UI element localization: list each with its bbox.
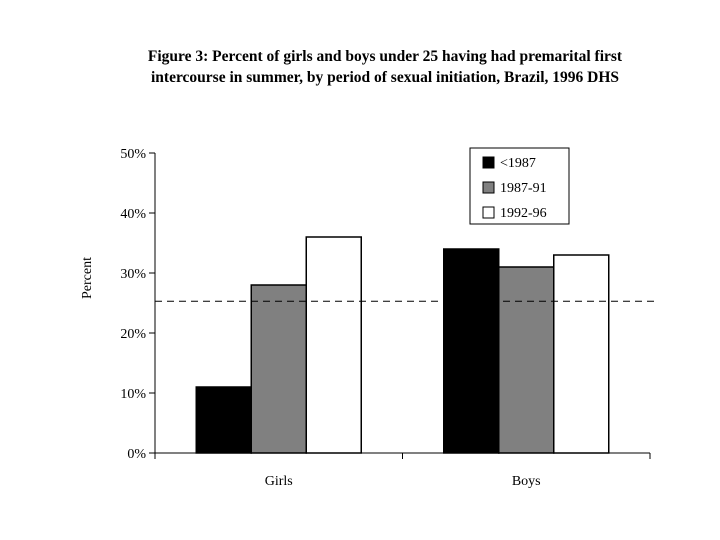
chart-title: Figure 3: Percent of girls and boys unde… <box>60 46 710 88</box>
x-tick-label-boys: Boys <box>512 474 541 489</box>
legend-swatch-1 <box>482 156 495 169</box>
y-tick-label: 10% <box>120 387 146 402</box>
legend: <1987 1987-91 1992-96 <box>469 147 570 225</box>
bar-boys-3 <box>553 254 610 454</box>
bar-boys-1 <box>443 248 500 454</box>
y-tick-label: 0% <box>127 447 146 462</box>
bar-girls-2 <box>250 284 307 454</box>
bar-girls-1 <box>195 386 252 454</box>
y-tick-label: 20% <box>120 327 146 342</box>
y-axis-title: Percent <box>80 257 95 299</box>
chart-title-line-2: intercourse in summer, by period of sexu… <box>150 69 620 86</box>
y-tick-label: 40% <box>120 207 146 222</box>
legend-label-2: 1987-91 <box>500 181 547 196</box>
chart-title-line-1: Figure 3: Percent of girls and boys unde… <box>147 48 623 65</box>
legend-swatch-3 <box>482 206 495 219</box>
axes-group: Girls Boys 0% 10% 20% 30% 40% 50% <box>120 147 658 489</box>
legend-swatch-2 <box>482 181 495 194</box>
bar-boys-2 <box>498 266 555 454</box>
y-tick-label: 30% <box>120 267 146 282</box>
legend-label-3: 1992-96 <box>500 206 547 221</box>
bar-girls-3 <box>305 236 362 454</box>
y-tick-label: 50% <box>120 147 146 162</box>
legend-label-1: <1987 <box>500 156 536 171</box>
bars-group <box>195 236 610 454</box>
x-tick-label-girls: Girls <box>265 474 293 489</box>
